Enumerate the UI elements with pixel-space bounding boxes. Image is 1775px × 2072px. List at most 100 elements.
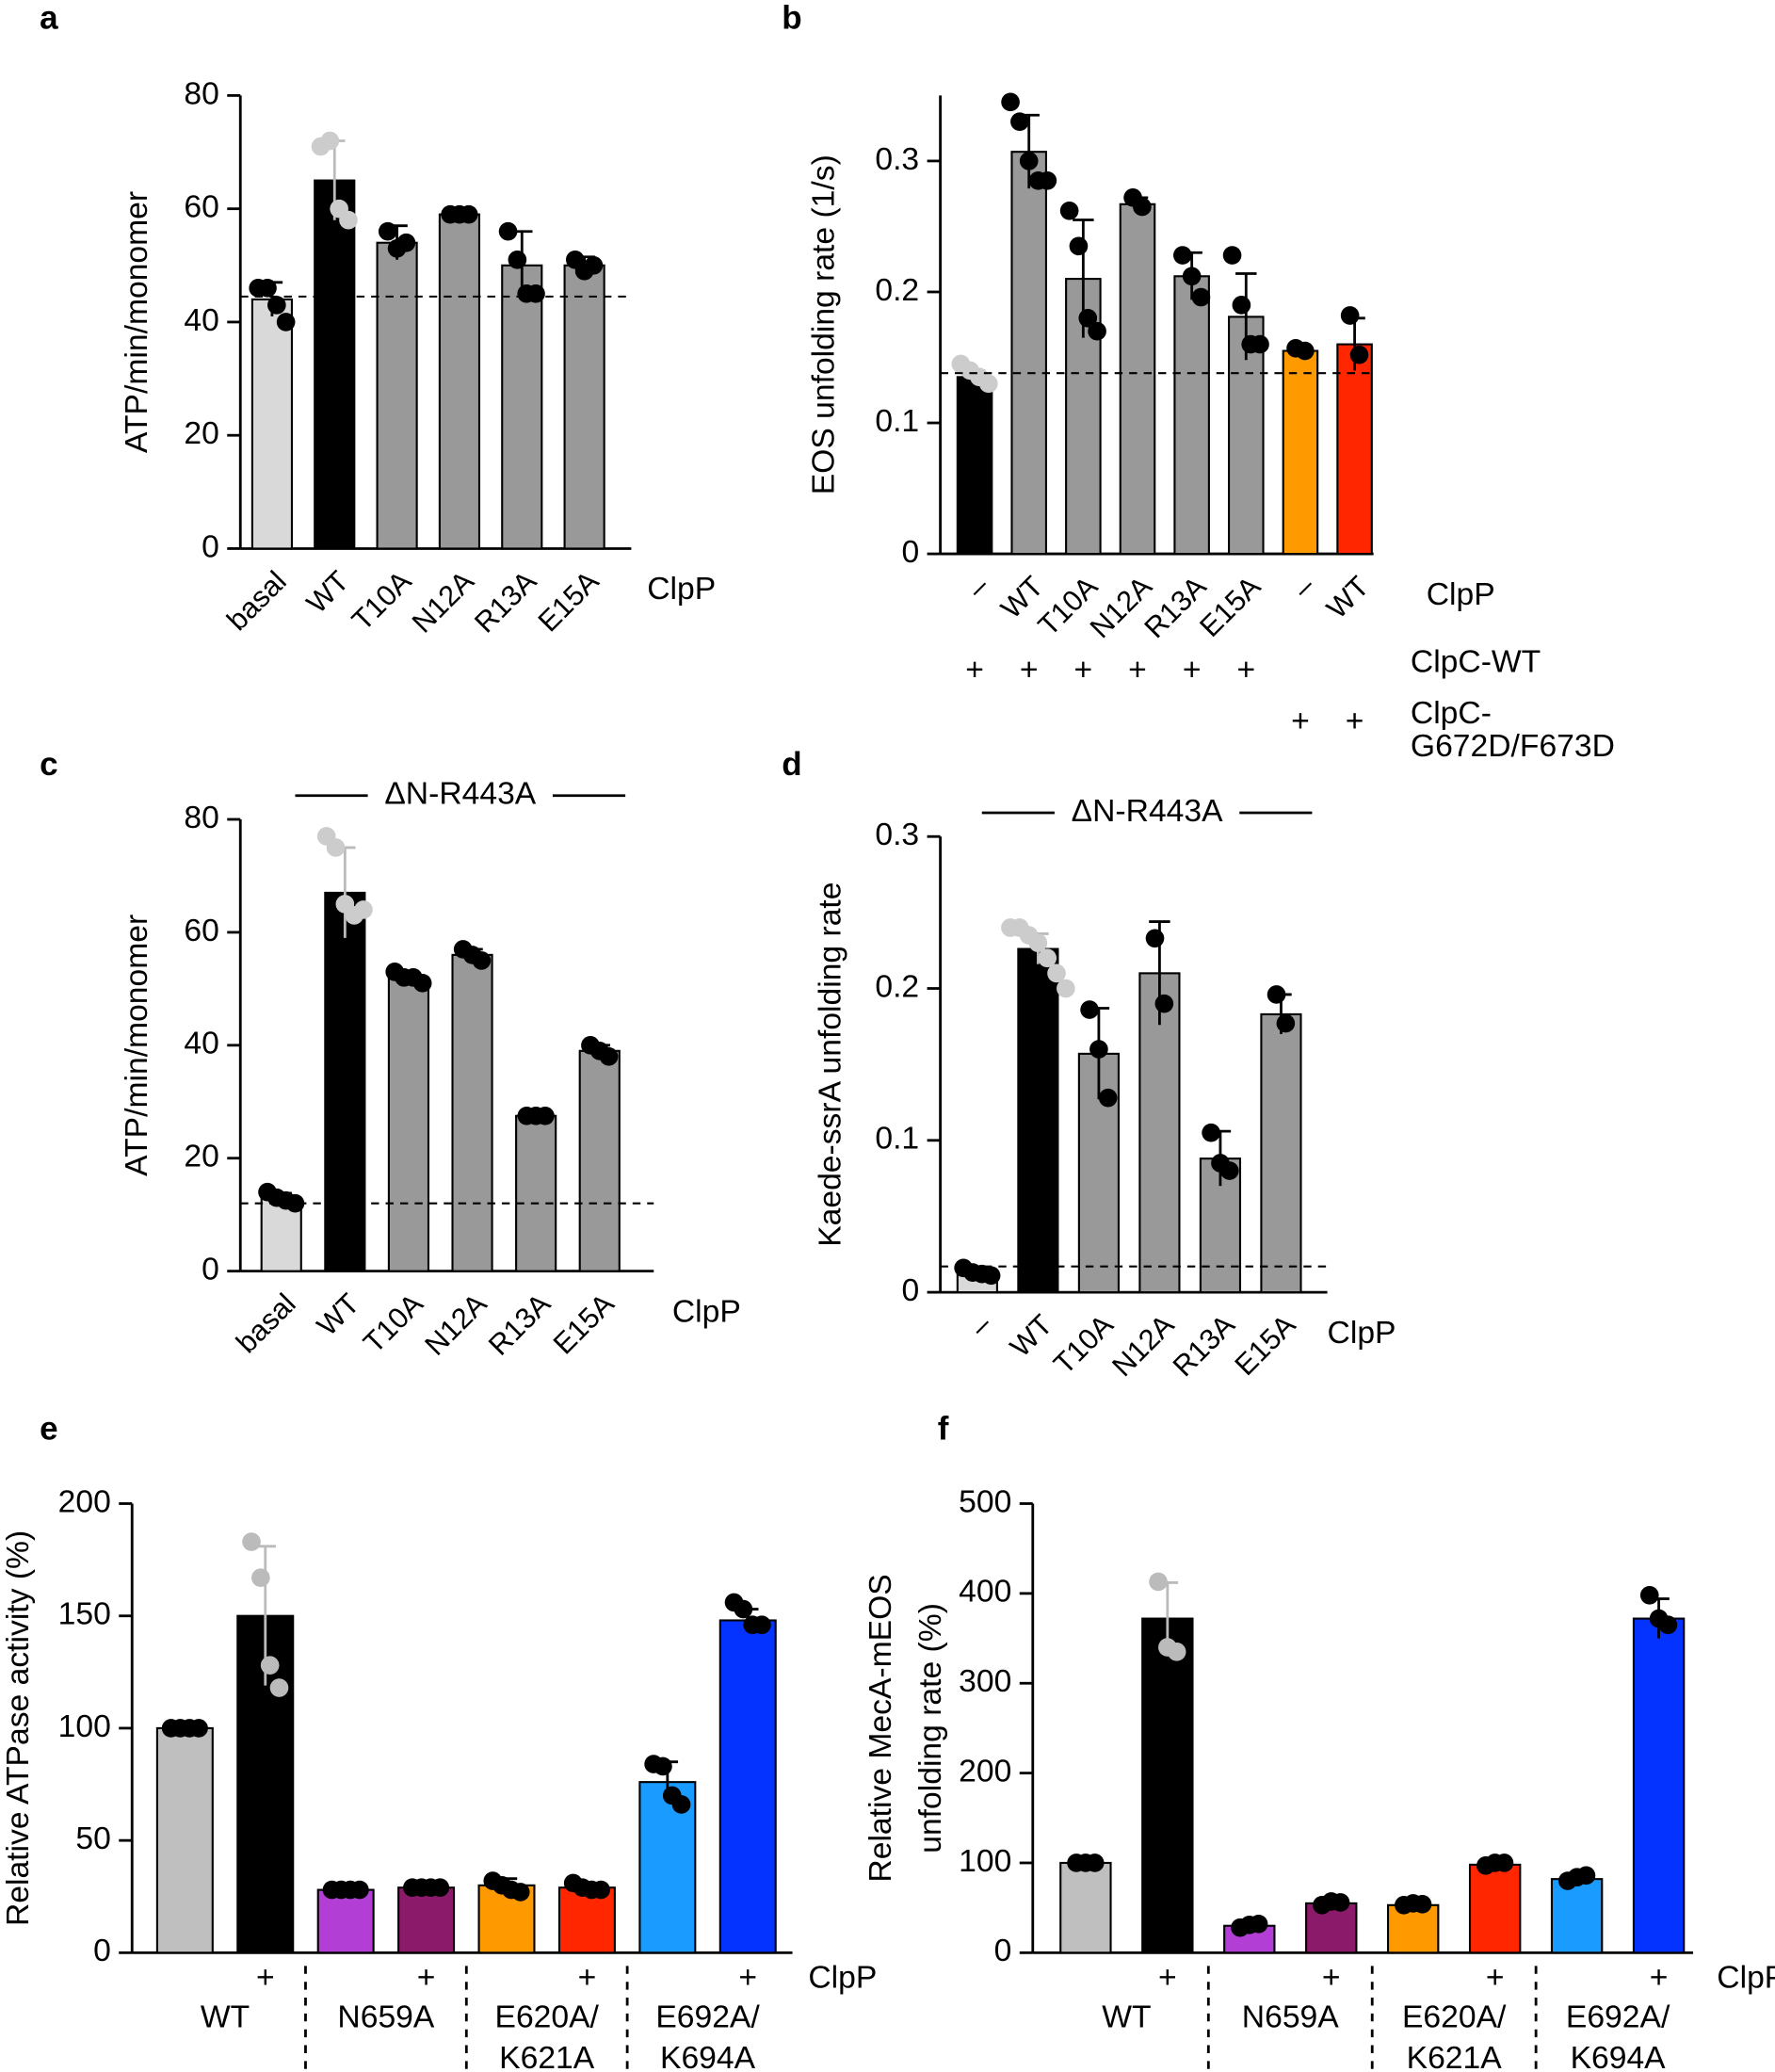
y-tick-label: 0.2 [875, 273, 919, 308]
bar [1173, 275, 1210, 556]
data-point [320, 131, 340, 151]
data-point [189, 1719, 208, 1738]
data-point [285, 1193, 305, 1213]
panel-title: ΔN-R443A [384, 777, 536, 812]
x-tick-label: – [963, 1307, 998, 1342]
x-tick-label: R13A [468, 564, 543, 639]
data-point [459, 204, 478, 224]
data-point [1219, 1161, 1239, 1180]
bar [1017, 947, 1059, 1294]
data-point [654, 1756, 672, 1776]
y-tick-label: 40 [184, 303, 218, 338]
y-tick-label: 0 [93, 1934, 111, 1968]
bar [324, 891, 366, 1272]
data-point [1028, 933, 1048, 952]
bar [1282, 349, 1319, 556]
x-tick-label: + [1158, 1960, 1177, 1995]
bar [155, 1726, 214, 1954]
row-mark: + [1236, 653, 1255, 688]
row-label: ClpP [808, 1960, 877, 1995]
y-tick-label: 0.3 [875, 817, 919, 852]
x-tick-label: – [1286, 569, 1321, 604]
bar [451, 953, 493, 1272]
x-tick-label: + [578, 1960, 597, 1995]
data-point [1340, 306, 1360, 325]
y-tick-label: 0 [202, 529, 219, 564]
bar [1632, 1617, 1686, 1954]
bar [1550, 1878, 1604, 1954]
y-tick-label: 0 [901, 535, 919, 570]
data-point [1019, 152, 1039, 170]
row-label: ClpP [647, 572, 716, 607]
bar [1119, 202, 1156, 556]
row-label: ClpP [1427, 577, 1495, 612]
data-point [1331, 1893, 1350, 1912]
data-point [472, 951, 492, 970]
x-tick-label: T10A [357, 1287, 429, 1359]
y-tick-label: 400 [959, 1575, 1011, 1610]
data-point [1038, 948, 1057, 968]
data-point [339, 210, 358, 230]
data-point [599, 1046, 619, 1066]
y-axis-label: Relative MecA-mEOS [863, 1574, 898, 1882]
data-point [1191, 287, 1211, 307]
y-tick-label: 20 [184, 416, 218, 451]
data-point [1154, 994, 1174, 1013]
data-point [1249, 1915, 1268, 1934]
bar [515, 1114, 557, 1272]
row-mark: + [1074, 653, 1093, 688]
data-point [1038, 170, 1057, 190]
y-tick-label: 80 [184, 801, 218, 835]
data-point [354, 900, 373, 919]
x-tick-label: R13A [1138, 570, 1213, 645]
x-tick-label: + [256, 1960, 275, 1995]
bar [1387, 1903, 1440, 1954]
row-mark: + [1020, 653, 1039, 688]
data-point [508, 250, 527, 269]
data-point [536, 1106, 555, 1125]
group-label: N659A [1242, 1999, 1339, 2034]
group-label: E620A/ [1402, 1999, 1507, 2034]
group-label: K694A [660, 2041, 756, 2072]
data-point [251, 1568, 270, 1587]
data-point [1576, 1866, 1596, 1886]
data-point [978, 374, 998, 394]
data-point [981, 1266, 1001, 1286]
x-tick-label: + [738, 1960, 757, 1995]
data-point [1149, 1572, 1168, 1592]
bar [718, 1619, 777, 1954]
bar [1336, 343, 1373, 556]
data-point [1057, 979, 1075, 998]
data-point [591, 1880, 610, 1900]
data-point [671, 1795, 691, 1814]
y-tick-label: 200 [58, 1484, 111, 1519]
row-mark: + [1346, 704, 1364, 738]
group-label: E692A/ [1566, 1999, 1670, 2034]
x-tick-label: E15A [531, 564, 605, 638]
data-point [260, 1656, 280, 1675]
bar [250, 298, 294, 550]
row-mark: + [1128, 653, 1147, 688]
data-point [526, 284, 545, 303]
data-point [1001, 92, 1020, 112]
x-tick-label: E15A [1228, 1308, 1301, 1382]
y-axis-label: Relative ATPase activity (%) [1, 1530, 36, 1926]
data-point [584, 255, 604, 275]
row-mark: + [1183, 653, 1202, 688]
bar [501, 264, 543, 550]
data-point [1089, 1040, 1108, 1059]
y-tick-label: 0.1 [875, 1122, 919, 1157]
bar [1010, 151, 1047, 556]
bar [438, 213, 481, 550]
data-point [1080, 1000, 1099, 1019]
data-point [1173, 246, 1192, 265]
y-tick-label: 100 [58, 1709, 111, 1744]
y-tick-label: 50 [75, 1821, 110, 1856]
data-point [1276, 1013, 1296, 1033]
row-label: ClpP [1328, 1316, 1396, 1351]
panel-letter: e [40, 1411, 58, 1448]
data-point [267, 296, 286, 315]
data-point [1069, 236, 1089, 256]
data-point [1098, 1088, 1118, 1108]
x-tick-label: + [1486, 1960, 1505, 1995]
